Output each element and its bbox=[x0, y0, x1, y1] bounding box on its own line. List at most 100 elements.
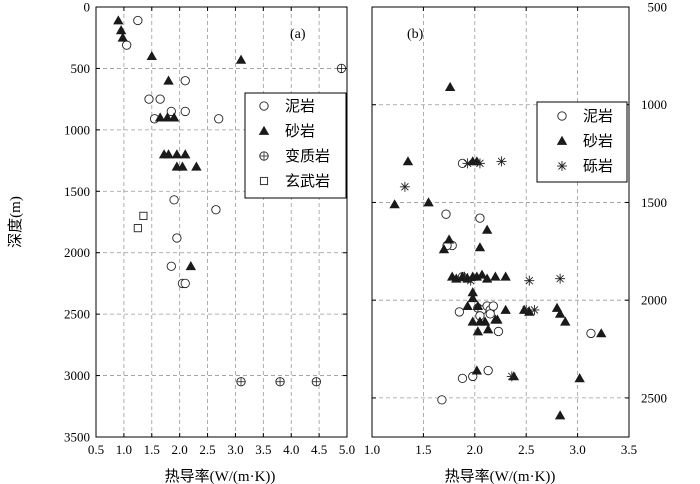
data-point-sandstone bbox=[476, 269, 488, 279]
data-point-basalt bbox=[139, 211, 148, 220]
legend-b-label-conglomerate: 砾岩 bbox=[583, 158, 613, 175]
data-point-sandstone bbox=[490, 271, 501, 281]
panel-b-frame bbox=[371, 6, 630, 438]
y-tick-label: 2500 bbox=[64, 307, 90, 322]
data-point-sandstone bbox=[191, 161, 202, 171]
data-point-sandstone bbox=[423, 197, 434, 207]
data-point-sandstone bbox=[444, 81, 456, 92]
panel-a-frame bbox=[95, 6, 348, 438]
data-point-conglomerate bbox=[529, 304, 540, 315]
data-point-sandstone bbox=[479, 316, 491, 326]
data-point-sandstone bbox=[146, 50, 157, 61]
data-point-metamorphic bbox=[311, 377, 321, 387]
data-point-sandstone bbox=[554, 308, 566, 318]
data-point-mudstone bbox=[483, 365, 493, 376]
x-tick-label: 1.0 bbox=[364, 442, 380, 457]
data-point-mudstone bbox=[437, 395, 447, 405]
data-point-sandstone bbox=[163, 75, 174, 85]
legend-a-label-basalt: 玄武岩 bbox=[285, 173, 330, 190]
data-point-conglomerate bbox=[496, 156, 507, 167]
legend-a-label-sandstone: 砂岩 bbox=[285, 123, 315, 140]
data-point-conglomerate bbox=[474, 158, 485, 169]
y-tick-label: 2000 bbox=[641, 293, 667, 308]
legend-b-marker-conglomerate bbox=[557, 161, 567, 171]
data-point-sandstone bbox=[402, 156, 414, 166]
data-point-sandstone bbox=[117, 32, 128, 42]
data-point-sandstone bbox=[163, 149, 174, 159]
data-point-sandstone bbox=[180, 149, 191, 159]
panel-b-ticks: 1.0 1.5 2.0 2.5 3.0 3.5 500 1000 1500 2000 2500 bbox=[364, 0, 667, 457]
data-point-sandstone bbox=[235, 54, 247, 64]
data-point-sandstone bbox=[500, 304, 511, 314]
data-point-sandstone bbox=[438, 244, 450, 254]
legend-a-label-metamorphic: 变质岩 bbox=[285, 148, 330, 165]
data-point-sandstone bbox=[467, 293, 478, 303]
data-point-sandstone bbox=[472, 300, 484, 310]
data-point-sandstone bbox=[500, 271, 511, 281]
data-point-mudstone bbox=[122, 40, 132, 50]
data-point-conglomerate bbox=[524, 275, 535, 286]
panel-b-legend: 泥岩 砂岩 砾岩 bbox=[536, 101, 628, 183]
data-point-mudstone bbox=[169, 195, 179, 205]
data-point-conglomerate bbox=[555, 273, 566, 284]
x-tick-label: 3.0 bbox=[569, 442, 585, 457]
panel-a-x-axis-label: 热导率(W/(m·K)) bbox=[165, 468, 276, 484]
legend-b-label-sandstone: 砂岩 bbox=[583, 133, 613, 150]
panel-a-grid bbox=[96, 7, 347, 437]
panel-b: 1.0 1.5 2.0 2.5 3.0 3.5 500 1000 1500 2000 2500 (b… bbox=[364, 0, 667, 484]
data-point-sandstone bbox=[524, 306, 535, 316]
data-point-conglomerate bbox=[399, 181, 410, 192]
data-point-mudstone bbox=[493, 326, 504, 337]
y-tick-label: 1500 bbox=[641, 195, 667, 210]
data-point-sandstone bbox=[472, 326, 484, 336]
legend-b-label-mudstone: 泥岩 bbox=[583, 108, 613, 125]
data-point-sandstone bbox=[462, 300, 473, 310]
data-point-sandstone bbox=[596, 328, 607, 338]
legend-a-marker-sandstone bbox=[258, 125, 270, 135]
data-point-conglomerate bbox=[465, 275, 476, 286]
x-tick-label: 1.5 bbox=[415, 442, 431, 457]
data-point-mudstone bbox=[166, 106, 176, 117]
y-tick-label: 1000 bbox=[64, 122, 90, 137]
data-point-sandstone bbox=[471, 365, 483, 375]
x-tick-label: 2.0 bbox=[467, 442, 483, 457]
data-point-basalt bbox=[133, 224, 142, 233]
data-point-mudstone bbox=[144, 94, 154, 104]
data-point-metamorphic bbox=[236, 377, 246, 387]
data-point-sandstone bbox=[115, 25, 127, 35]
x-tick-label: 1.0 bbox=[116, 442, 132, 457]
data-point-sandstone bbox=[492, 314, 503, 324]
panel-b-x-axis-label: 热导率(W/(m·K)) bbox=[445, 468, 556, 484]
data-point-sandstone bbox=[162, 112, 173, 122]
data-point-sandstone bbox=[443, 234, 455, 244]
data-point-conglomerate bbox=[462, 158, 473, 169]
data-point-sandstone bbox=[481, 273, 493, 283]
x-tick-label: 0.5 bbox=[88, 442, 104, 457]
x-tick-label: 1.5 bbox=[144, 442, 160, 457]
x-tick-label: 3.5 bbox=[255, 442, 271, 457]
data-point-mudstone bbox=[485, 309, 495, 319]
x-tick-label: 2.0 bbox=[172, 442, 188, 457]
panel-a: 0.5 1.0 1.5 2.0 2.5 3.0 3.5 4.0 4.5 5.0 0 500 1000 15… bbox=[7, 0, 355, 484]
y-tick-label: 0 bbox=[84, 0, 91, 15]
data-point-mudstone bbox=[457, 373, 468, 384]
data-point-sandstone bbox=[171, 149, 183, 159]
legend-a-label-mudstone: 泥岩 bbox=[285, 98, 315, 115]
x-tick-label: 3.0 bbox=[227, 442, 243, 457]
data-point-mudstone bbox=[475, 213, 485, 223]
data-point-mudstone bbox=[214, 114, 224, 124]
data-point-sandstone bbox=[467, 316, 478, 326]
data-point-mudstone bbox=[180, 76, 190, 86]
panel-b-points bbox=[389, 81, 607, 420]
legend-b-marker-mudstone bbox=[557, 111, 567, 121]
y-tick-label: 500 bbox=[648, 0, 668, 15]
x-tick-label: 4.5 bbox=[311, 442, 327, 457]
data-point-sandstone bbox=[482, 324, 494, 334]
y-tick-label: 2000 bbox=[64, 245, 90, 260]
panel-a-ticks: 0.5 1.0 1.5 2.0 2.5 3.0 3.5 4.0 4.5 5.0 0 500 1000 15… bbox=[64, 0, 355, 457]
data-point-sandstone bbox=[554, 410, 566, 420]
legend-a-marker-mudstone bbox=[259, 101, 269, 111]
x-tick-label: 2.5 bbox=[518, 442, 534, 457]
y-tick-label: 3000 bbox=[64, 368, 90, 383]
panel-a-points bbox=[113, 15, 347, 387]
